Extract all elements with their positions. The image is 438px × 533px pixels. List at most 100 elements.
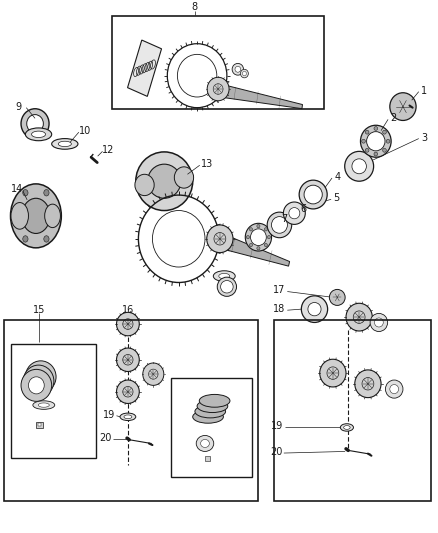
Ellipse shape — [174, 167, 194, 188]
Ellipse shape — [343, 425, 350, 430]
Ellipse shape — [243, 71, 246, 76]
Ellipse shape — [272, 216, 287, 233]
Text: 14: 14 — [11, 184, 24, 194]
Ellipse shape — [23, 236, 28, 242]
Ellipse shape — [385, 380, 403, 398]
Ellipse shape — [197, 400, 228, 413]
Ellipse shape — [264, 244, 268, 247]
Ellipse shape — [58, 141, 71, 147]
Text: 8: 8 — [192, 3, 198, 12]
Text: 12: 12 — [102, 146, 114, 155]
Ellipse shape — [23, 190, 28, 196]
Ellipse shape — [120, 413, 136, 421]
Text: 6: 6 — [300, 204, 306, 214]
Ellipse shape — [25, 128, 52, 141]
Ellipse shape — [289, 207, 300, 219]
Ellipse shape — [117, 312, 139, 336]
Ellipse shape — [283, 202, 305, 224]
Ellipse shape — [33, 401, 55, 409]
Ellipse shape — [267, 236, 271, 239]
Bar — [11, 344, 96, 458]
Ellipse shape — [148, 164, 181, 198]
Ellipse shape — [32, 131, 46, 138]
Ellipse shape — [246, 236, 250, 239]
Ellipse shape — [33, 368, 49, 385]
Ellipse shape — [365, 148, 369, 152]
Ellipse shape — [367, 132, 385, 151]
Ellipse shape — [267, 212, 292, 238]
Text: 16: 16 — [122, 305, 134, 315]
Ellipse shape — [340, 424, 353, 431]
Text: 20: 20 — [99, 433, 111, 443]
Ellipse shape — [21, 369, 52, 401]
Ellipse shape — [386, 139, 390, 143]
Ellipse shape — [320, 359, 346, 387]
Ellipse shape — [27, 115, 43, 133]
Ellipse shape — [301, 296, 328, 322]
Ellipse shape — [196, 435, 214, 451]
Ellipse shape — [11, 203, 28, 229]
Ellipse shape — [201, 439, 209, 448]
Ellipse shape — [136, 152, 193, 211]
Bar — [112, 16, 324, 109]
Ellipse shape — [355, 370, 381, 398]
Ellipse shape — [199, 394, 230, 407]
Text: 9: 9 — [15, 102, 21, 111]
Ellipse shape — [362, 139, 365, 143]
Bar — [4, 320, 258, 501]
Polygon shape — [213, 231, 290, 266]
Bar — [127, 40, 162, 96]
Text: 10: 10 — [79, 126, 92, 135]
Text: 7: 7 — [281, 214, 287, 223]
Ellipse shape — [304, 185, 322, 204]
Ellipse shape — [193, 410, 223, 423]
Ellipse shape — [39, 403, 49, 407]
Text: 13: 13 — [201, 159, 213, 168]
Text: 17: 17 — [273, 286, 286, 295]
Ellipse shape — [54, 213, 60, 219]
Text: 3: 3 — [421, 133, 427, 142]
Ellipse shape — [117, 348, 139, 372]
Ellipse shape — [12, 213, 18, 219]
Ellipse shape — [352, 159, 366, 174]
Ellipse shape — [44, 236, 49, 242]
Ellipse shape — [207, 225, 233, 253]
Ellipse shape — [383, 130, 386, 134]
Ellipse shape — [25, 361, 56, 393]
Ellipse shape — [240, 69, 248, 78]
Ellipse shape — [221, 280, 233, 293]
Ellipse shape — [213, 271, 235, 281]
Ellipse shape — [308, 303, 321, 316]
Ellipse shape — [219, 273, 230, 279]
Ellipse shape — [45, 204, 60, 228]
Ellipse shape — [22, 198, 50, 233]
Ellipse shape — [31, 373, 46, 390]
Ellipse shape — [329, 289, 345, 305]
Ellipse shape — [374, 318, 383, 327]
Bar — [274, 320, 431, 501]
Ellipse shape — [11, 184, 61, 248]
Ellipse shape — [245, 223, 272, 251]
Text: 18: 18 — [273, 304, 286, 314]
Ellipse shape — [23, 365, 54, 397]
Ellipse shape — [345, 151, 374, 181]
Ellipse shape — [374, 152, 378, 156]
Ellipse shape — [257, 224, 260, 228]
Ellipse shape — [124, 415, 132, 419]
Ellipse shape — [390, 93, 416, 120]
Text: 19: 19 — [102, 410, 115, 419]
Polygon shape — [212, 82, 303, 109]
Text: 19: 19 — [271, 422, 283, 431]
Ellipse shape — [207, 77, 229, 101]
Ellipse shape — [374, 126, 378, 131]
Ellipse shape — [365, 130, 369, 134]
Text: 2: 2 — [390, 114, 396, 123]
Ellipse shape — [143, 363, 164, 385]
Text: 5: 5 — [333, 193, 339, 203]
Text: 15: 15 — [33, 305, 46, 315]
Bar — [36, 422, 43, 428]
Text: 4: 4 — [334, 172, 340, 182]
Ellipse shape — [346, 303, 372, 331]
Ellipse shape — [232, 63, 244, 75]
Ellipse shape — [249, 244, 253, 247]
